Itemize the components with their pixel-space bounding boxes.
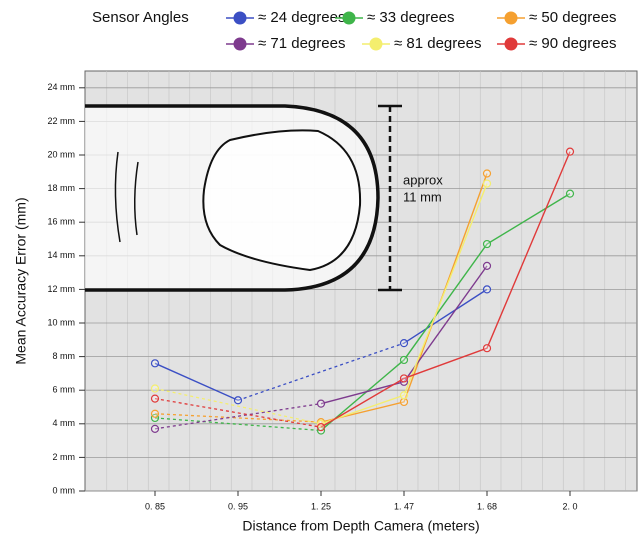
data-point — [482, 239, 492, 249]
data-point — [399, 391, 409, 400]
data-point — [482, 344, 492, 353]
data-point — [399, 397, 409, 407]
legend-label: ≈ 81 degrees — [394, 35, 481, 52]
gap-connector — [154, 413, 322, 423]
data-point — [482, 285, 492, 294]
data-point — [316, 399, 326, 408]
x-tick-label: 1. 25 — [311, 501, 331, 511]
data-point — [150, 413, 160, 423]
y-tick-label: 8 mm — [53, 351, 76, 361]
y-tick-label: 14 mm — [47, 250, 75, 260]
y-tick-label: 12 mm — [47, 284, 75, 294]
y-tick-label: 18 mm — [47, 183, 75, 193]
data-point — [150, 394, 160, 403]
y-tick-label: 22 mm — [47, 116, 75, 126]
y-tick-label: 6 mm — [53, 385, 76, 395]
series-line — [320, 193, 571, 432]
legend-label: ≈ 71 degrees — [258, 35, 345, 52]
y-tick-label: 10 mm — [47, 317, 75, 327]
data-point — [565, 189, 575, 198]
series-line — [320, 183, 488, 425]
legend-marker — [233, 11, 247, 25]
finger-illustration: approx 11 mm — [85, 104, 443, 292]
x-tick-label: 1. 68 — [477, 501, 497, 511]
legend-marker — [369, 37, 383, 51]
series-line — [320, 173, 488, 423]
data-point — [150, 384, 160, 393]
data-point — [150, 359, 160, 368]
y-tick-label: 24 mm — [47, 82, 75, 92]
wrinkle — [133, 161, 139, 236]
legend-label: ≈ 33 degrees — [367, 9, 454, 26]
gap-connector — [154, 402, 322, 430]
x-tick-label: 0. 85 — [145, 501, 165, 511]
data-point — [482, 169, 492, 178]
gap-connector — [154, 397, 322, 428]
annotation: 11 mm — [403, 189, 442, 204]
data-point — [233, 396, 243, 405]
gap-connector — [154, 387, 322, 425]
y-tick-label: 4 mm — [53, 418, 76, 428]
legend-marker — [504, 37, 518, 51]
data-point — [482, 261, 492, 270]
legend-marker — [233, 37, 247, 51]
legend-label: ≈ 24 degrees — [258, 9, 345, 26]
x-tick-label: 2. 0 — [562, 501, 577, 511]
legend-marker — [504, 11, 518, 25]
annotation: approx — [403, 172, 443, 187]
x-tick-label: 1. 47 — [394, 501, 414, 511]
legend-marker — [342, 11, 356, 25]
wrinkle — [114, 151, 121, 243]
data-point — [482, 179, 492, 188]
data-point — [150, 424, 160, 433]
y-tick-label: 0 mm — [53, 485, 76, 495]
y-tick-label: 20 mm — [47, 149, 75, 159]
data-point — [399, 374, 409, 383]
y-tick-label: 2 mm — [53, 452, 76, 462]
finger-outline — [85, 104, 380, 292]
data-point — [399, 355, 409, 365]
series-line — [154, 288, 488, 401]
series-line — [320, 151, 571, 428]
gap-connector — [237, 342, 405, 401]
fingernail — [202, 129, 362, 272]
gap-connector — [154, 417, 322, 432]
data-point — [399, 339, 409, 348]
legend-label: ≈ 90 degrees — [529, 35, 616, 52]
x-tick-label: 0. 95 — [228, 501, 248, 511]
legend-title: Sensor Angles — [92, 9, 189, 26]
data-point — [316, 423, 326, 432]
legend-label: ≈ 50 degrees — [529, 9, 616, 26]
x-axis-label: Distance from Depth Camera (meters) — [242, 518, 479, 534]
data-point — [565, 147, 575, 156]
y-tick-label: 16 mm — [47, 217, 75, 227]
data-point — [150, 409, 160, 418]
y-axis-label: Mean Accuracy Error (mm) — [13, 197, 29, 364]
